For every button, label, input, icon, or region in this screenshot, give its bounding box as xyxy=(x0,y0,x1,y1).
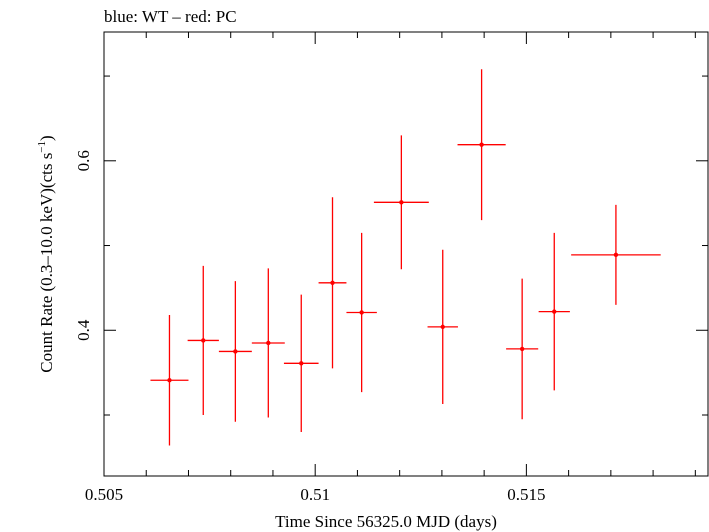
y-axis-label-main: Count Rate (0.3–10.0 keV)(cts s xyxy=(37,153,56,373)
data-marker xyxy=(233,349,238,354)
y-tick-labels: 0.4 0.6 xyxy=(74,150,93,341)
x-tick-label: 0.51 xyxy=(300,485,330,504)
axis-ticks xyxy=(103,32,708,476)
data-point xyxy=(346,232,377,393)
data-point xyxy=(427,249,458,404)
data-marker xyxy=(299,361,304,366)
x-tick-label: 0.515 xyxy=(507,485,545,504)
y-axis-label-tail: ) xyxy=(37,135,56,141)
data-point xyxy=(318,197,347,369)
data-point xyxy=(218,281,252,422)
data-marker xyxy=(613,252,619,258)
data-marker xyxy=(359,310,364,315)
data-marker xyxy=(552,309,557,314)
data-point xyxy=(187,265,219,415)
data-marker xyxy=(201,338,206,343)
x-tick-labels: 0.505 0.51 0.515 xyxy=(85,485,546,504)
x-axis-label: Time Since 56325.0 MJD (days) xyxy=(275,512,497,531)
data-point xyxy=(373,135,429,270)
data-marker xyxy=(330,280,335,286)
data-marker xyxy=(479,142,484,147)
data-point xyxy=(457,69,506,221)
data-marker xyxy=(399,200,404,205)
chart-title: blue: WT – red: PC xyxy=(104,7,237,26)
data-point xyxy=(506,278,539,420)
plot-frame xyxy=(103,31,709,477)
data-point xyxy=(150,315,189,446)
data-point xyxy=(538,232,570,391)
y-tick-label: 0.6 xyxy=(74,150,93,171)
data-marker xyxy=(440,324,445,330)
data-point xyxy=(571,204,661,305)
data-point xyxy=(283,294,319,432)
y-axis-label: Count Rate (0.3–10.0 keV)(cts s−1) xyxy=(36,135,56,372)
x-tick-label: 0.505 xyxy=(85,485,123,504)
data-marker xyxy=(266,340,271,346)
data-marker xyxy=(519,346,525,352)
y-axis-label-superscript: −1 xyxy=(36,141,48,153)
data-points xyxy=(150,69,661,446)
data-marker xyxy=(167,378,172,383)
data-point xyxy=(251,268,285,418)
y-tick-label: 0.4 xyxy=(74,319,93,341)
